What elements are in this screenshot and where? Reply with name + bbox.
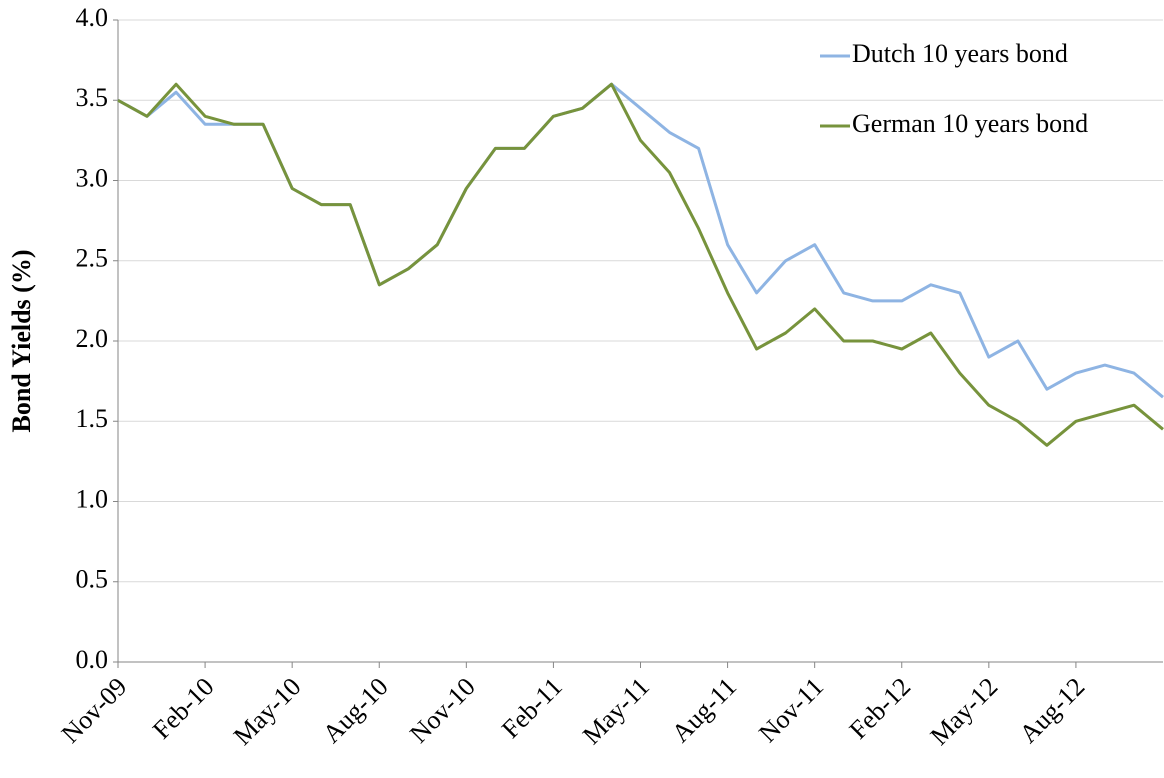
x-tick-label: Nov-11 [753, 672, 829, 748]
y-tick-label: 3.5 [76, 83, 109, 112]
legend-label: German 10 years bond [852, 109, 1088, 138]
x-tick-label: Aug-12 [1014, 672, 1091, 749]
y-tick-label: 2.5 [76, 244, 109, 273]
x-tick-label: Aug-10 [317, 672, 394, 749]
y-tick-label: 1.5 [76, 404, 109, 433]
x-tick-label: Aug-11 [666, 672, 742, 748]
data-line [117, 82, 1164, 447]
y-axis-title: Bond Yields (%) [7, 250, 36, 433]
y-tick-label: 4.0 [76, 3, 109, 32]
x-tick-label: Nov-10 [404, 672, 481, 749]
y-tick-label: 0.5 [76, 565, 109, 594]
x-tick-label: Feb-12 [844, 672, 917, 745]
y-tick-label: 2.0 [76, 324, 109, 353]
x-tick-label: May-12 [925, 672, 1004, 751]
x-tick-label: Nov-09 [56, 672, 133, 749]
x-tick-label: May-10 [228, 672, 307, 751]
y-tick-label: 3.0 [76, 163, 109, 192]
legend-label: Dutch 10 years bond [852, 39, 1068, 68]
x-tick-label: May-11 [577, 672, 655, 750]
x-tick-label: Feb-11 [496, 672, 568, 744]
y-tick-label: 0.0 [76, 645, 109, 674]
x-tick-label: Feb-10 [147, 672, 220, 745]
y-tick-label: 1.0 [76, 484, 109, 513]
